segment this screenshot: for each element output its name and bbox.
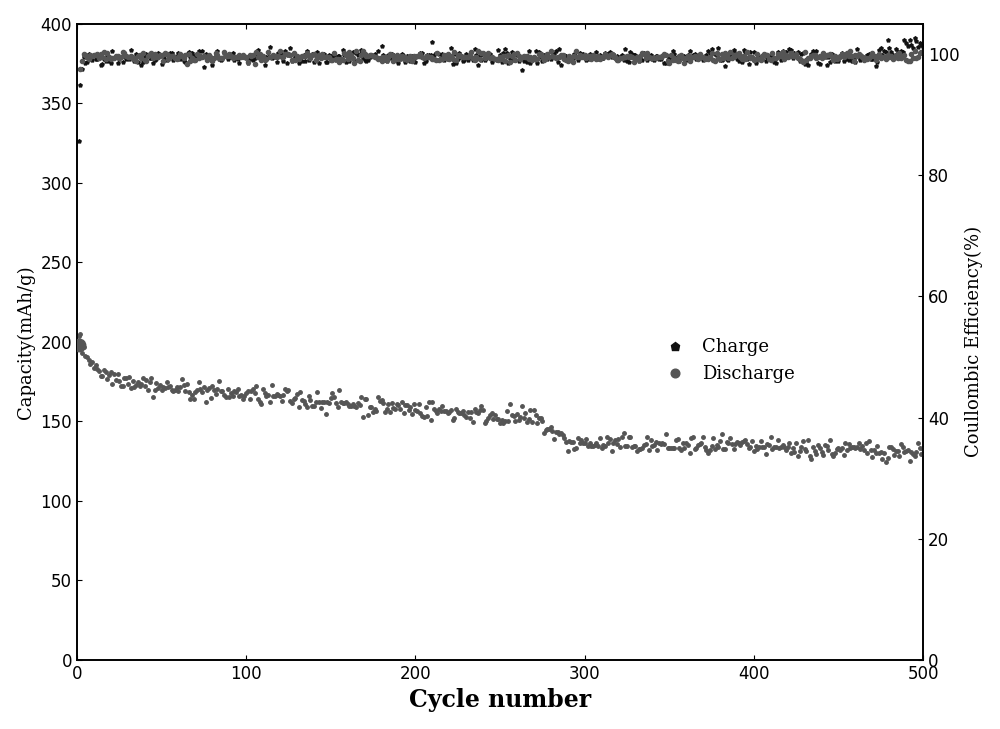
Discharge [73,332,85,340]
Discharge [74,330,86,339]
Y-axis label: Capacity(mAh/g): Capacity(mAh/g) [17,265,35,418]
Charge [917,42,929,51]
Discharge [766,445,778,453]
Discharge [475,402,487,410]
Line: Charge: Charge [77,36,925,143]
Discharge [917,444,929,453]
Charge [897,47,909,56]
Discharge [900,446,912,455]
Legend: Charge, Discharge: Charge, Discharge [648,330,804,392]
Discharge [480,416,492,425]
Charge [765,50,777,59]
Discharge [531,418,543,427]
Line: Discharge: Discharge [77,332,925,464]
Discharge [880,458,892,467]
Charge [479,56,491,65]
Charge [474,52,486,61]
Charge [73,136,85,145]
Charge [909,34,921,42]
Charge [530,47,542,55]
Y-axis label: Coullombic Efficiency(%): Coullombic Efficiency(%) [965,226,983,457]
Charge [575,52,587,61]
Discharge [577,439,589,448]
X-axis label: Cycle number: Cycle number [409,688,591,712]
